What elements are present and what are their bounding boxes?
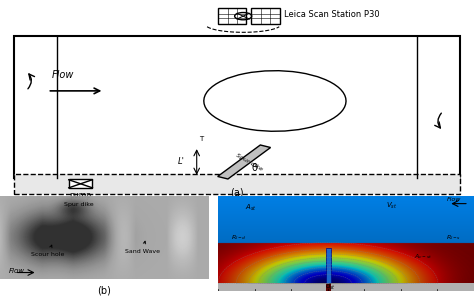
Text: $R_{l-s}$: $R_{l-s}$	[446, 233, 461, 242]
Text: θ: θ	[251, 163, 257, 173]
Text: Spur dike: Spur dike	[235, 152, 263, 172]
Text: T: T	[199, 136, 203, 142]
Bar	[251, 8, 280, 24]
Text: (b): (b)	[97, 286, 111, 296]
Bar	[218, 8, 246, 24]
FancyBboxPatch shape	[14, 174, 460, 194]
Polygon shape	[218, 283, 326, 291]
FancyBboxPatch shape	[14, 36, 460, 178]
Text: Leica Scan Station P30: Leica Scan Station P30	[284, 10, 380, 19]
Bar	[69, 179, 92, 188]
Text: Flow: Flow	[447, 197, 461, 202]
Text: Spur dike: Spur dike	[64, 202, 94, 207]
Text: $R_{l-d}$: $R_{l-d}$	[231, 233, 246, 242]
Text: $A_{st}$: $A_{st}$	[246, 203, 257, 214]
Text: $A_{c-st}$: $A_{c-st}$	[413, 252, 432, 261]
Text: Sand Wave: Sand Wave	[125, 241, 160, 254]
Polygon shape	[218, 145, 271, 179]
Text: pump: pump	[70, 191, 91, 200]
Text: Scour hole: Scour hole	[31, 245, 64, 257]
Text: $d_{st}$: $d_{st}$	[325, 282, 336, 292]
Text: L': L'	[178, 157, 185, 167]
Text: Flow: Flow	[52, 70, 74, 80]
Text: Flow: Flow	[9, 268, 24, 274]
Polygon shape	[331, 283, 474, 291]
Polygon shape	[326, 248, 331, 283]
Text: $V_{st}$: $V_{st}$	[386, 200, 398, 211]
Text: (a): (a)	[230, 188, 244, 198]
